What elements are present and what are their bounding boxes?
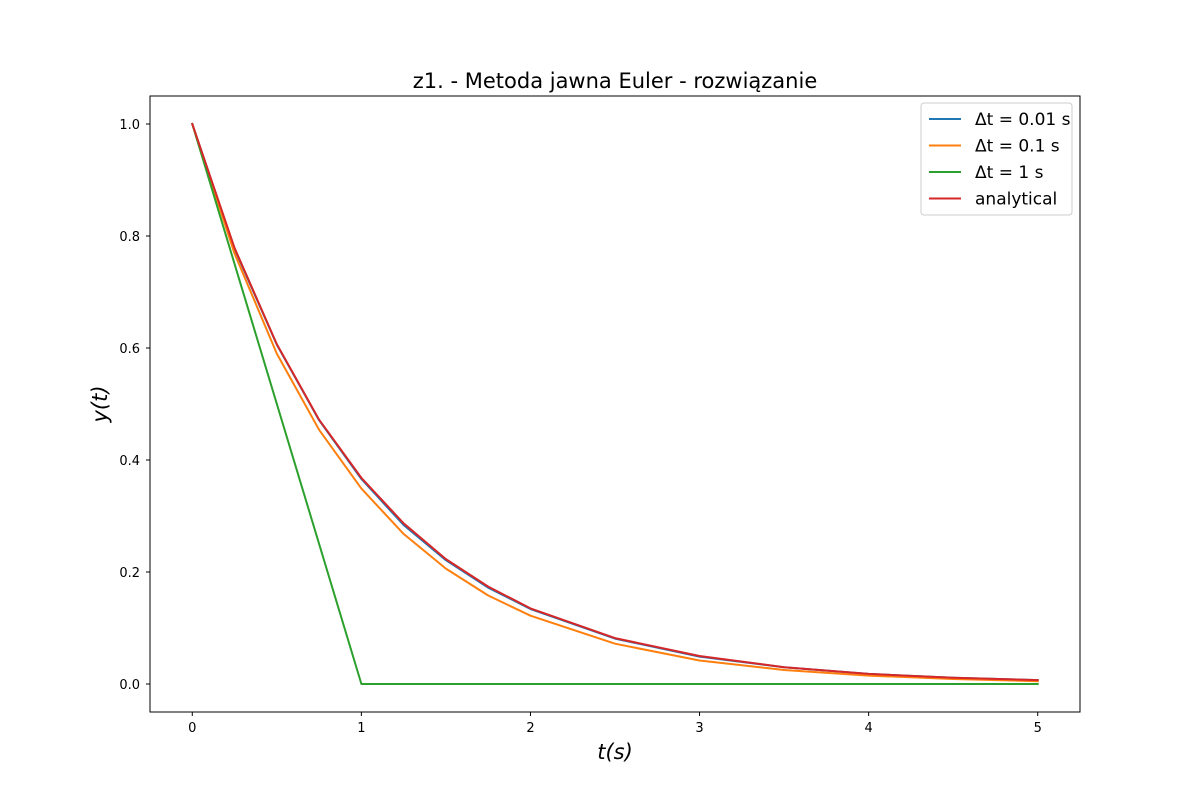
series-line [191, 122, 1039, 682]
y-tick-label: 0.0 [119, 678, 140, 693]
legend-label: Δt = 1 s [975, 163, 1044, 183]
x-tick-label: 4 [864, 721, 872, 736]
legend-label: Δt = 0.1 s [975, 137, 1060, 157]
chart-title: z1. - Metoda jawna Euler - rozwiązanie [413, 69, 818, 93]
x-tick-label: 2 [526, 721, 534, 736]
axis-ticks: 0 1 2 3 4 5 0.0 0.2 0.4 0.6 0.8 1.0 [119, 118, 1042, 736]
y-axis-label: y(t) [88, 385, 112, 423]
y-tick-label: 0.2 [119, 566, 140, 581]
x-axis-label: t(s) [597, 740, 633, 764]
legend-box [920, 102, 1073, 216]
y-tick-label: 0.4 [119, 454, 140, 469]
plot-area [149, 95, 1081, 713]
x-tick-label: 3 [695, 721, 703, 736]
legend-label: analytical [975, 190, 1057, 210]
series-line [191, 122, 1039, 685]
y-tick-label: 0.8 [119, 230, 140, 245]
legend: Δt = 0.01 s Δt = 0.1 s Δt = 1 s analytical [920, 102, 1073, 216]
legend-label: Δt = 0.01 s [975, 110, 1071, 130]
legend-entries: Δt = 0.01 s Δt = 0.1 s Δt = 1 s analytical [929, 110, 1071, 210]
y-tick-label: 0.6 [119, 342, 140, 357]
x-tick-label: 0 [188, 721, 196, 736]
series-line [191, 122, 1039, 683]
y-tick-label: 1.0 [119, 118, 140, 133]
series-lines [191, 122, 1039, 685]
x-tick-label: 1 [357, 721, 365, 736]
x-tick-label: 5 [1034, 721, 1042, 736]
